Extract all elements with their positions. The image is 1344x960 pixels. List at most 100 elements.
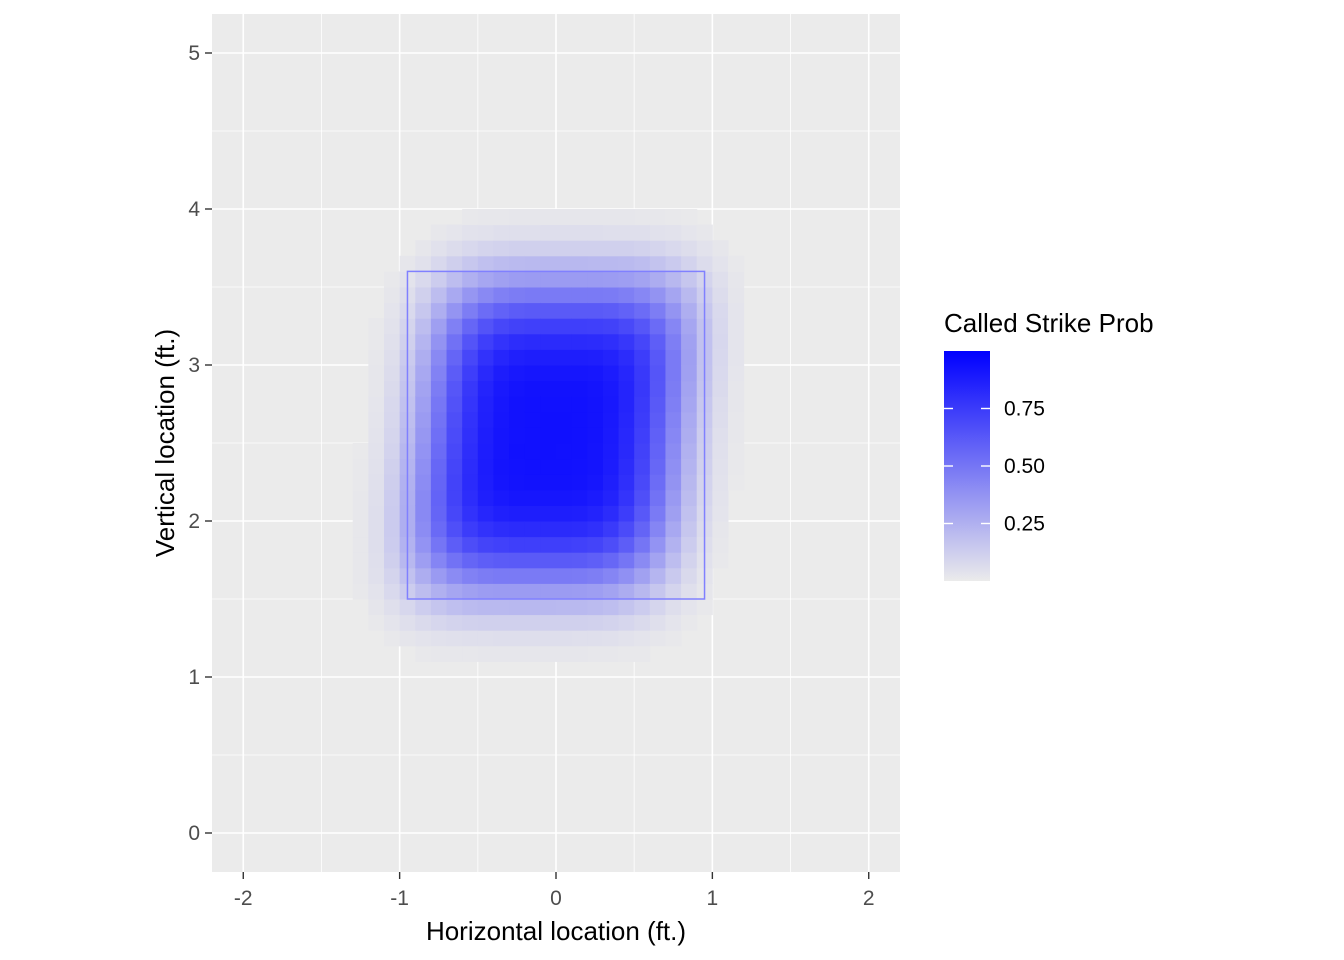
heat-cell [540, 365, 557, 382]
heat-cell [509, 552, 526, 569]
heat-cell [618, 521, 635, 538]
heat-cell [587, 567, 604, 584]
heat-cell [524, 614, 541, 631]
heat-cell [618, 443, 635, 460]
heat-cell [665, 443, 682, 460]
y-tick-label: 1 [188, 666, 200, 689]
heat-cell [587, 302, 604, 319]
heat-cell [665, 521, 682, 538]
heat-cell [602, 474, 620, 491]
heat-cell [634, 458, 651, 475]
heat-cell [540, 287, 557, 304]
heat-cell [462, 614, 479, 631]
heat-cell [430, 240, 448, 257]
heat-cell [712, 318, 729, 335]
heat-cell [540, 443, 557, 460]
heat-cell [493, 583, 510, 600]
heat-cell [618, 489, 635, 506]
heat-cell [649, 536, 666, 553]
heat-cell [477, 458, 494, 475]
heat-cell [634, 489, 651, 506]
heat-cell [649, 583, 666, 600]
heat-cell [728, 318, 745, 335]
heat-cell [540, 458, 557, 475]
heat-cell [384, 411, 401, 428]
heat-cell [618, 536, 635, 553]
x-tick-label: 0 [550, 887, 562, 910]
heat-cell [352, 505, 369, 522]
heat-cell [634, 521, 651, 538]
heat-cell [384, 552, 401, 569]
heat-cell [509, 333, 526, 350]
heat-cell [540, 349, 557, 366]
heat-cell [446, 302, 463, 319]
heat-cell [415, 474, 432, 491]
heat-cell [618, 474, 635, 491]
heat-cell [665, 271, 682, 288]
heat-cell [556, 240, 573, 257]
heat-cell [415, 380, 432, 397]
heat-cell [728, 255, 745, 272]
heat-cell [430, 255, 448, 272]
heat-cell [681, 224, 698, 241]
heat-cell [462, 645, 479, 662]
heat-cell [384, 271, 401, 288]
heat-cell [649, 240, 666, 257]
heat-cell [493, 536, 510, 553]
heat-cell [556, 645, 573, 662]
heat-cell [493, 489, 510, 506]
heat-cell [618, 365, 635, 382]
heat-cell [415, 318, 432, 335]
heat-cell [477, 255, 494, 272]
heat-cell [415, 287, 432, 304]
heat-cell [493, 474, 510, 491]
heat-cell [384, 349, 401, 366]
heat-cell [368, 458, 385, 475]
heat-cell [477, 521, 494, 538]
heat-cell [665, 411, 682, 428]
legend-title: Called Strike Prob [944, 308, 1154, 338]
heat-cell [571, 240, 588, 257]
heat-cell [602, 599, 620, 616]
heat-cell [493, 552, 510, 569]
heat-cell [430, 614, 448, 631]
heat-cell [462, 505, 479, 522]
heat-cell [399, 599, 416, 616]
heat-cell [696, 255, 713, 272]
heat-cell [634, 255, 651, 272]
heat-cell [712, 552, 729, 569]
heat-cell [571, 318, 588, 335]
heat-cell [446, 380, 463, 397]
heat-cell [446, 458, 463, 475]
heat-cell [415, 536, 432, 553]
heat-cell [384, 614, 401, 631]
heat-cell [634, 474, 651, 491]
heat-cell [462, 521, 479, 538]
heat-cell [587, 521, 604, 538]
heat-cell [462, 209, 479, 226]
heat-cell [649, 318, 666, 335]
heat-cell [446, 333, 463, 350]
heat-cell [509, 536, 526, 553]
heat-cell [462, 458, 479, 475]
heat-cell [618, 349, 635, 366]
heat-cell [430, 365, 448, 382]
heat-cell [430, 318, 448, 335]
heat-cell [728, 365, 745, 382]
heat-cell [602, 380, 620, 397]
heat-cell [681, 302, 698, 319]
heat-cell [462, 583, 479, 600]
heat-cell [477, 411, 494, 428]
strike-zone [406, 270, 706, 600]
heat-cell [462, 380, 479, 397]
heat-cell [477, 599, 494, 616]
heat-cell [540, 318, 557, 335]
heat-cell [587, 255, 604, 272]
heat-cell [712, 333, 729, 350]
heat-cell [524, 224, 541, 241]
heat-cell [415, 614, 432, 631]
heat-cell [446, 287, 463, 304]
heat-cell [556, 318, 573, 335]
heat-cell [649, 396, 666, 413]
